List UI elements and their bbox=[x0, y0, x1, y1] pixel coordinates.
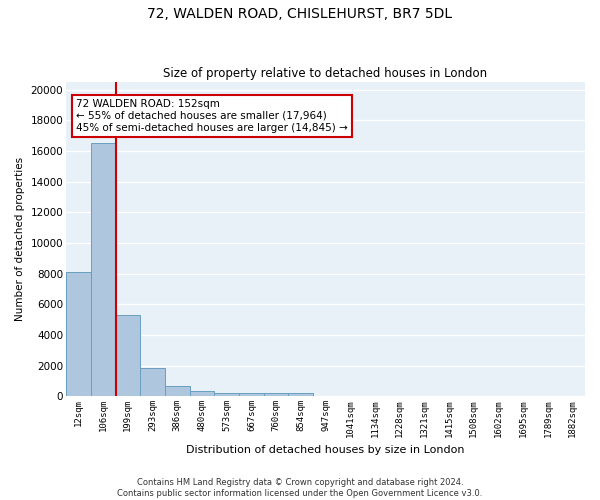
Bar bbox=[116, 315, 140, 396]
Bar bbox=[214, 392, 239, 396]
Bar bbox=[289, 394, 313, 396]
Y-axis label: Number of detached properties: Number of detached properties bbox=[15, 157, 25, 321]
Bar bbox=[190, 392, 214, 396]
Text: 72, WALDEN ROAD, CHISLEHURST, BR7 5DL: 72, WALDEN ROAD, CHISLEHURST, BR7 5DL bbox=[148, 8, 452, 22]
Bar bbox=[66, 272, 91, 396]
Bar bbox=[165, 386, 190, 396]
Text: Contains HM Land Registry data © Crown copyright and database right 2024.
Contai: Contains HM Land Registry data © Crown c… bbox=[118, 478, 482, 498]
Text: 72 WALDEN ROAD: 152sqm
← 55% of detached houses are smaller (17,964)
45% of semi: 72 WALDEN ROAD: 152sqm ← 55% of detached… bbox=[76, 100, 348, 132]
Bar bbox=[91, 144, 116, 396]
Bar bbox=[140, 368, 165, 396]
Title: Size of property relative to detached houses in London: Size of property relative to detached ho… bbox=[163, 66, 488, 80]
X-axis label: Distribution of detached houses by size in London: Distribution of detached houses by size … bbox=[186, 445, 465, 455]
Bar bbox=[239, 392, 264, 396]
Bar bbox=[264, 393, 289, 396]
